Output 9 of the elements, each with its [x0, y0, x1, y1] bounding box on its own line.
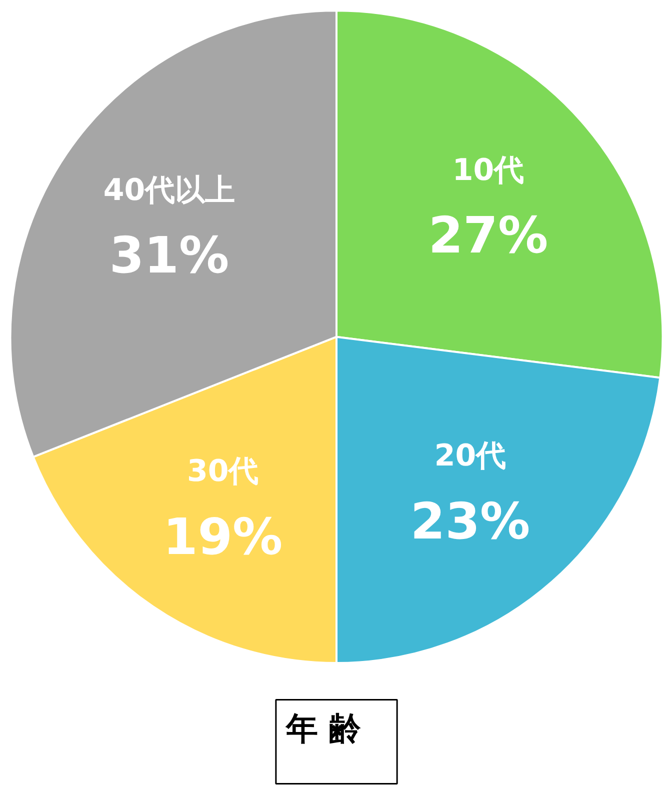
slice-label: 40代以上: [103, 172, 236, 208]
data-label: 31%: [109, 226, 230, 285]
text: 年 齢: [284, 710, 362, 748]
slice-label: 30代: [186, 454, 259, 490]
slice-label: 10代: [452, 152, 524, 188]
data-label: 19%: [162, 508, 283, 566]
slice-label: 20代: [434, 438, 506, 474]
data-label: 23%: [410, 492, 530, 550]
data-label: 27%: [428, 206, 548, 265]
